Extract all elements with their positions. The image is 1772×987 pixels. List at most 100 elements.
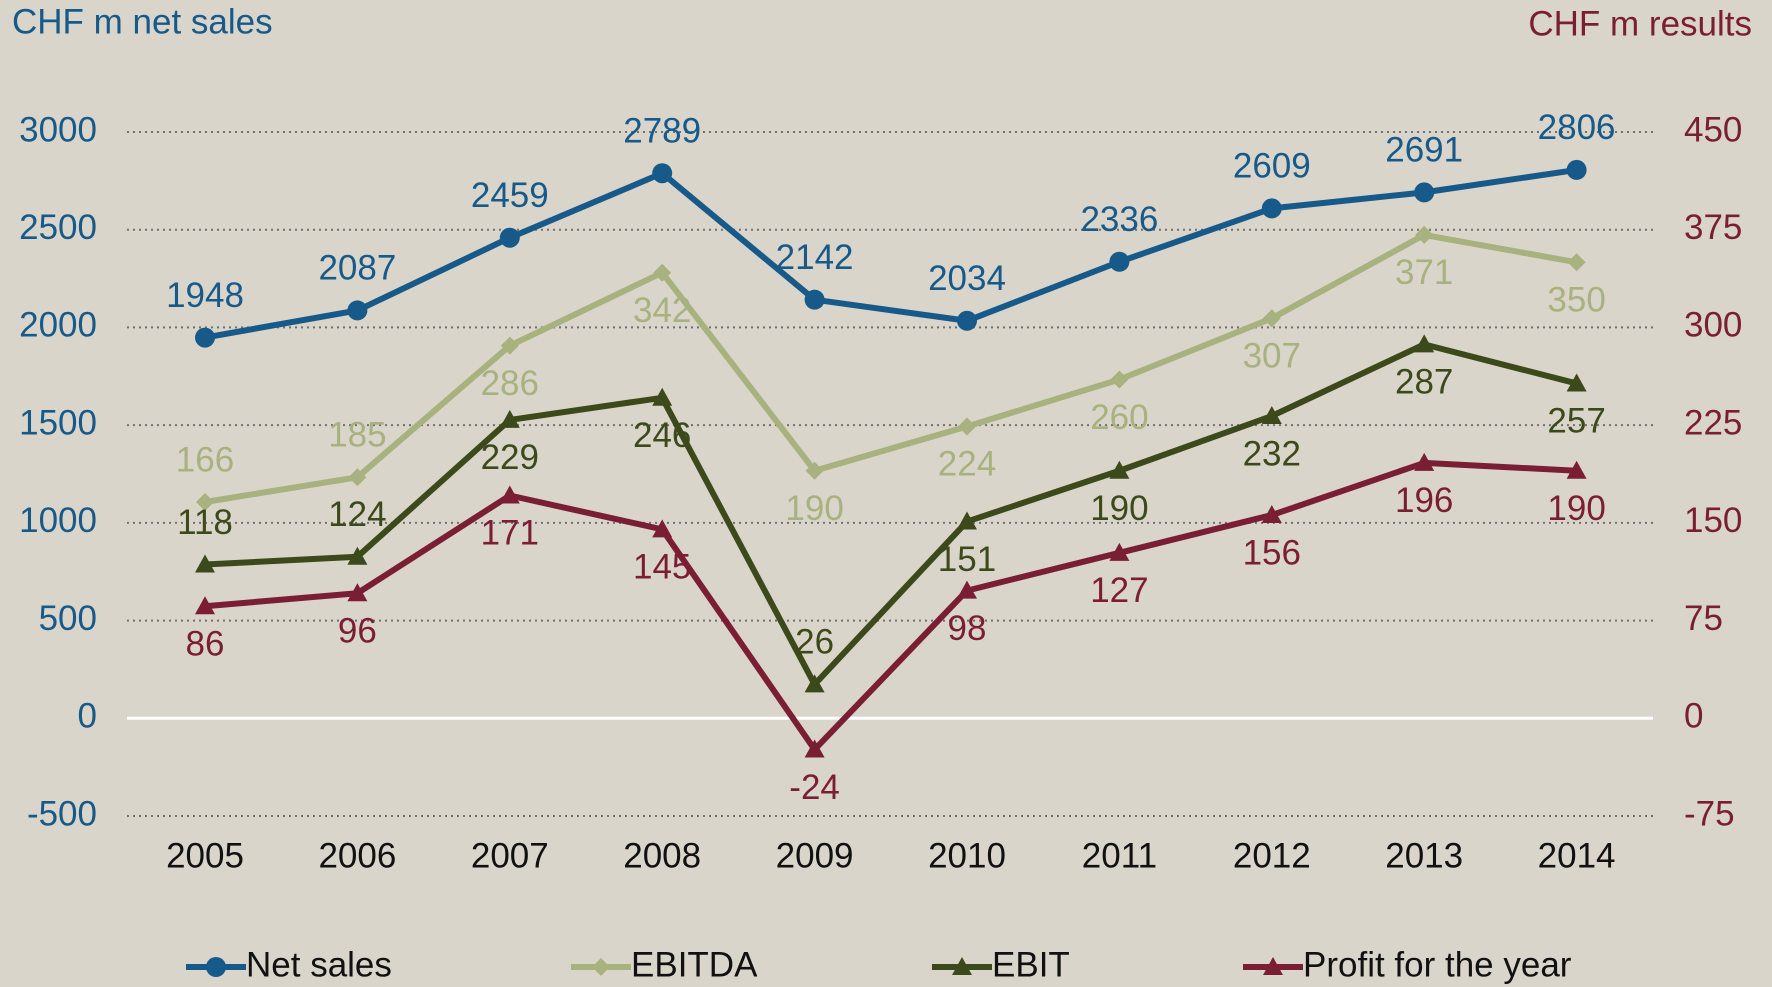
marker bbox=[500, 336, 519, 355]
y2-tick-label: -75 bbox=[1684, 794, 1735, 833]
data-label: -24 bbox=[789, 768, 840, 807]
x-tick-label: 2013 bbox=[1385, 836, 1463, 875]
series-line bbox=[204, 231, 1578, 505]
data-label: 2789 bbox=[623, 111, 701, 150]
data-label: 2609 bbox=[1233, 147, 1311, 186]
data-label: 2459 bbox=[471, 176, 549, 215]
marker bbox=[347, 583, 368, 602]
data-label: 190 bbox=[1090, 489, 1148, 528]
marker bbox=[804, 674, 825, 693]
data-label: 98 bbox=[948, 609, 987, 648]
marker bbox=[1566, 373, 1587, 392]
marker bbox=[1263, 957, 1283, 975]
marker bbox=[1566, 159, 1587, 180]
legend-label: Profit for the year bbox=[1303, 945, 1572, 984]
data-label: 151 bbox=[938, 540, 996, 579]
x-tick-label: 2008 bbox=[623, 836, 701, 875]
marker bbox=[592, 958, 610, 976]
data-label: 118 bbox=[177, 503, 233, 542]
y-tick-label: 3000 bbox=[19, 110, 97, 149]
marker bbox=[1414, 334, 1435, 353]
data-label: 260 bbox=[1090, 398, 1148, 437]
data-label: 166 bbox=[176, 440, 234, 479]
y-tick-label: 1000 bbox=[19, 501, 97, 540]
marker bbox=[957, 310, 977, 331]
y-tick-label: 2000 bbox=[19, 306, 97, 345]
marker bbox=[196, 493, 214, 512]
data-label: 127 bbox=[1090, 571, 1148, 610]
marker bbox=[348, 468, 367, 487]
marker bbox=[1261, 505, 1282, 524]
marker bbox=[1109, 251, 1130, 272]
x-tick-label: 2011 bbox=[1082, 836, 1157, 875]
data-label: 2034 bbox=[928, 259, 1006, 298]
y2-axis-label: CHF m results bbox=[1528, 4, 1752, 43]
x-tick-label: 2009 bbox=[776, 836, 854, 875]
marker bbox=[499, 485, 520, 504]
marker bbox=[499, 227, 520, 248]
data-label: 350 bbox=[1547, 281, 1605, 320]
marker bbox=[958, 417, 976, 436]
data-label: 145 bbox=[633, 548, 691, 587]
y2-tick-label: 75 bbox=[1684, 599, 1723, 638]
data-label: 287 bbox=[1395, 363, 1453, 402]
data-label: 246 bbox=[633, 416, 691, 455]
data-label: 196 bbox=[1395, 481, 1453, 520]
marker bbox=[1261, 406, 1282, 425]
x-tick-label: 2007 bbox=[471, 836, 549, 875]
series-line bbox=[204, 459, 1577, 753]
marker bbox=[952, 957, 972, 975]
data-label: 257 bbox=[1547, 402, 1605, 441]
marker bbox=[804, 289, 825, 310]
marker bbox=[652, 163, 673, 184]
marker bbox=[1109, 460, 1130, 479]
marker bbox=[957, 580, 977, 599]
data-label: 286 bbox=[481, 364, 539, 403]
marker bbox=[347, 300, 368, 321]
series-line bbox=[204, 341, 1578, 688]
marker bbox=[805, 461, 824, 480]
marker bbox=[195, 554, 215, 573]
y-axis-label: CHF m net sales bbox=[12, 2, 273, 41]
data-label: 232 bbox=[1243, 434, 1301, 473]
marker bbox=[195, 596, 215, 615]
data-label: 190 bbox=[1547, 489, 1605, 528]
data-label: 190 bbox=[785, 489, 843, 528]
legend-label: EBIT bbox=[992, 945, 1070, 984]
marker bbox=[652, 387, 673, 406]
y2-tick-label: 300 bbox=[1684, 306, 1742, 345]
marker bbox=[1110, 370, 1129, 389]
marker bbox=[804, 739, 825, 758]
y2-tick-label: 150 bbox=[1684, 501, 1742, 540]
data-label: 2691 bbox=[1385, 131, 1463, 170]
data-label: 307 bbox=[1243, 337, 1301, 376]
marker bbox=[1567, 253, 1586, 272]
marker bbox=[1415, 225, 1434, 244]
y-tick-label: 500 bbox=[39, 599, 97, 638]
marker bbox=[1109, 542, 1130, 561]
data-label: 2142 bbox=[776, 238, 854, 277]
data-label: 26 bbox=[795, 623, 834, 662]
data-label: 124 bbox=[328, 495, 386, 534]
data-label: 224 bbox=[938, 445, 996, 484]
legend-label: Net sales bbox=[246, 945, 392, 984]
marker bbox=[206, 957, 226, 977]
marker bbox=[195, 327, 215, 348]
data-label: 371 bbox=[1395, 253, 1453, 292]
x-tick-label: 2014 bbox=[1538, 836, 1616, 875]
y-tick-label: 2500 bbox=[19, 208, 97, 247]
x-tick-label: 2005 bbox=[166, 836, 244, 875]
data-label: 229 bbox=[481, 438, 539, 477]
marker bbox=[499, 409, 520, 428]
y2-tick-label: 0 bbox=[1684, 697, 1703, 736]
marker bbox=[1414, 182, 1435, 203]
series-line bbox=[204, 166, 1578, 341]
y-tick-label: 1500 bbox=[19, 403, 97, 442]
x-tick-label: 2010 bbox=[928, 836, 1006, 875]
y-tick-label: -500 bbox=[27, 794, 97, 833]
x-tick-label: 2012 bbox=[1233, 836, 1311, 875]
data-label: 342 bbox=[633, 291, 691, 330]
data-label: 2336 bbox=[1080, 200, 1158, 239]
marker bbox=[653, 263, 672, 282]
